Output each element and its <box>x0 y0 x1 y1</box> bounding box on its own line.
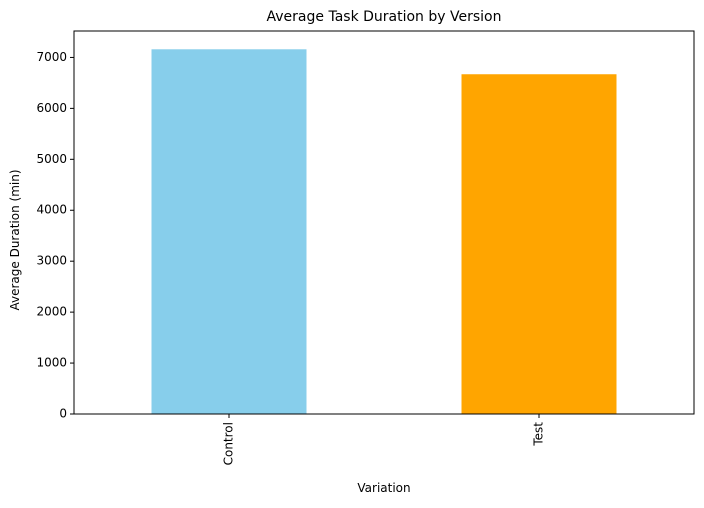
chart-title: Average Task Duration by Version <box>267 9 502 25</box>
y-tick-label: 1000 <box>36 356 67 370</box>
y-tick-label: 4000 <box>36 203 67 217</box>
bar-test <box>461 74 617 415</box>
y-tick-label: 6000 <box>36 101 67 115</box>
y-tick-label: 0 <box>59 407 67 421</box>
y-tick-label: 5000 <box>36 152 67 166</box>
bar-control <box>151 49 307 414</box>
axes-frame <box>73 30 695 415</box>
y-tick-label: 2000 <box>36 305 67 319</box>
y-axis-label: Average Duration (min) <box>8 169 22 310</box>
y-tick-label: 7000 <box>36 50 67 64</box>
x-axis-label: Variation <box>357 481 410 495</box>
x-tick-label: Control <box>222 422 236 465</box>
plot-area: Control Test 0 1000 2000 3000 4000 5000 6000 7000 <box>36 30 695 465</box>
y-tick-label: 3000 <box>36 254 67 268</box>
x-tick-label: Test <box>532 422 546 447</box>
